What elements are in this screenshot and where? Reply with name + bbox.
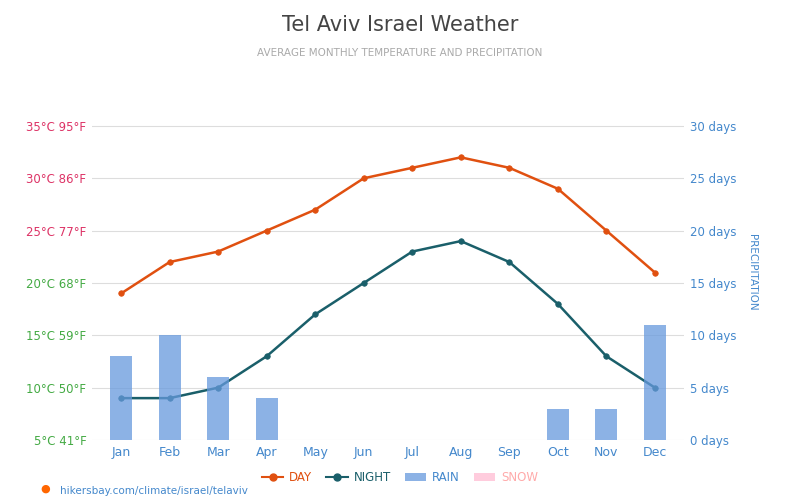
Text: ●: ●	[40, 484, 50, 494]
Bar	[644, 325, 666, 440]
Text: hikersbay.com/climate/israel/telaviv: hikersbay.com/climate/israel/telaviv	[60, 486, 248, 496]
Text: Tel Aviv Israel Weather: Tel Aviv Israel Weather	[282, 15, 518, 35]
Bar	[547, 408, 569, 440]
Legend: DAY, NIGHT, RAIN, SNOW: DAY, NIGHT, RAIN, SNOW	[257, 466, 543, 489]
Bar	[256, 398, 278, 440]
Y-axis label: PRECIPITATION: PRECIPITATION	[747, 234, 757, 311]
Text: AVERAGE MONTHLY TEMPERATURE AND PRECIPITATION: AVERAGE MONTHLY TEMPERATURE AND PRECIPIT…	[258, 48, 542, 58]
Bar	[207, 377, 229, 440]
Bar	[595, 408, 618, 440]
Bar	[110, 356, 132, 440]
Bar	[158, 336, 181, 440]
